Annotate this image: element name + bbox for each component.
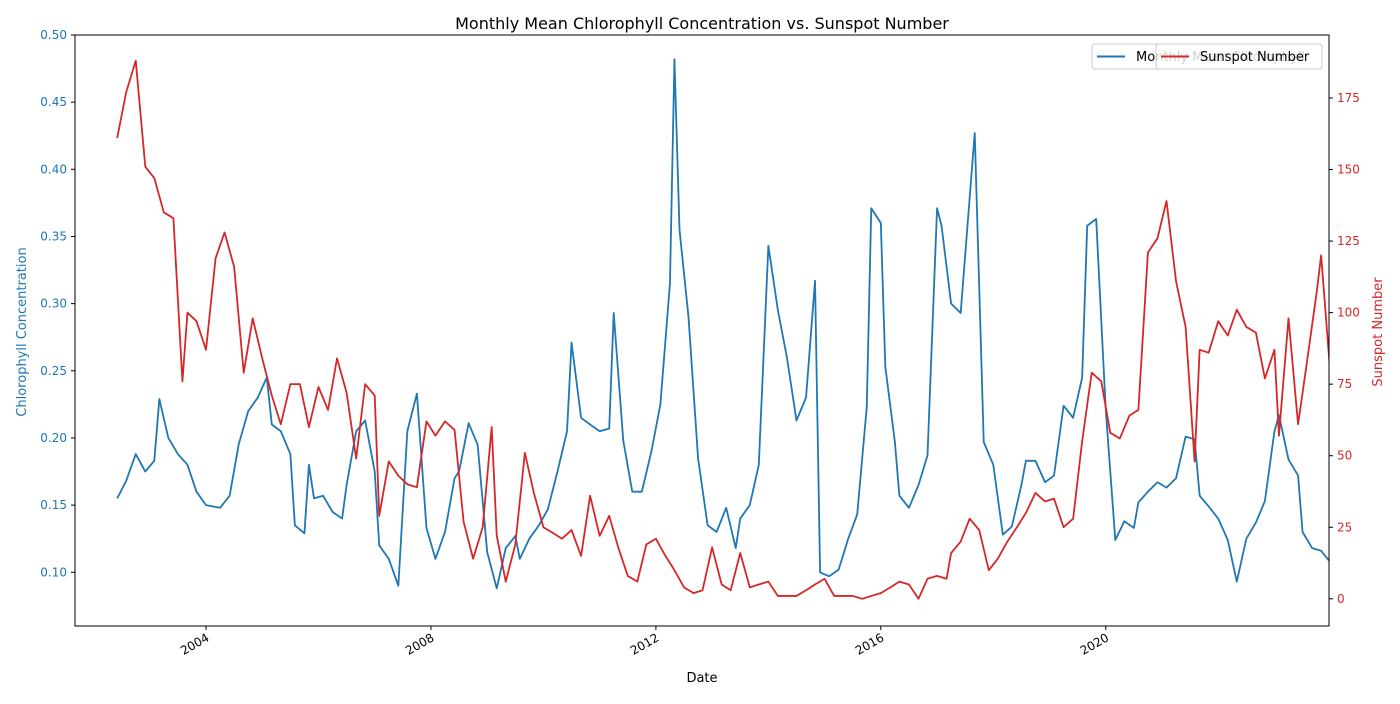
y-right-tick-label: 75 xyxy=(1337,377,1352,391)
x-tick-label: 2012 xyxy=(628,630,661,657)
y-left-tick-label: 0.40 xyxy=(40,162,67,176)
series-line-sunspot xyxy=(116,59,1329,600)
y-right-tick-label: 100 xyxy=(1337,306,1360,320)
x-tick-label: 2008 xyxy=(403,630,436,657)
legend-label: Sunspot Number xyxy=(1200,50,1310,65)
y-left-tick-label: 0.30 xyxy=(40,297,67,311)
legend-box xyxy=(1155,43,1323,70)
x-axis-title: Date xyxy=(686,671,717,686)
axes-frame xyxy=(74,34,1330,627)
series-layer xyxy=(116,58,1329,600)
y-right-axis-ticks: 0 25 50 75 100 125 150 175 xyxy=(1329,91,1360,606)
x-tick-label: 2016 xyxy=(853,630,886,657)
y-left-tick-label: 0.35 xyxy=(40,229,67,243)
y-right-tick-label: 175 xyxy=(1337,91,1360,105)
y-left-tick-label: 0.45 xyxy=(40,95,67,109)
y-right-tick-label: 125 xyxy=(1337,234,1360,248)
x-axis-ticks: 2004 2008 2012 2016 2020 xyxy=(178,626,1111,658)
y-left-tick-label: 0.15 xyxy=(40,498,67,512)
y-right-tick-label: 25 xyxy=(1337,520,1352,534)
y-right-tick-label: 0 xyxy=(1337,592,1345,606)
y-left-axis-ticks: 0.10 0.15 0.20 0.25 0.30 0.35 0.40 0.45 0.50 xyxy=(40,28,75,579)
y-left-axis-title: Chlorophyll Concentration xyxy=(15,247,30,416)
x-tick-label: 2020 xyxy=(1078,630,1111,657)
y-left-tick-label: 0.50 xyxy=(40,28,67,42)
y-left-tick-label: 0.10 xyxy=(40,565,67,579)
y-left-tick-label: 0.20 xyxy=(40,431,67,445)
y-right-tick-label: 150 xyxy=(1337,163,1360,177)
y-right-tick-label: 50 xyxy=(1337,449,1352,463)
legend: Monthly Mean ChlorophyllSunspot Number xyxy=(1091,43,1323,70)
y-left-tick-label: 0.25 xyxy=(40,364,67,378)
x-tick-label: 2004 xyxy=(178,630,211,657)
chart-title: Monthly Mean Chlorophyll Concentration v… xyxy=(455,14,949,33)
legend-sunspot: Sunspot Number xyxy=(1155,43,1323,70)
y-right-axis-title: Sunspot Number xyxy=(1371,277,1386,387)
plot-frame xyxy=(74,34,1330,627)
series-line-chlorophyll xyxy=(116,58,1329,590)
